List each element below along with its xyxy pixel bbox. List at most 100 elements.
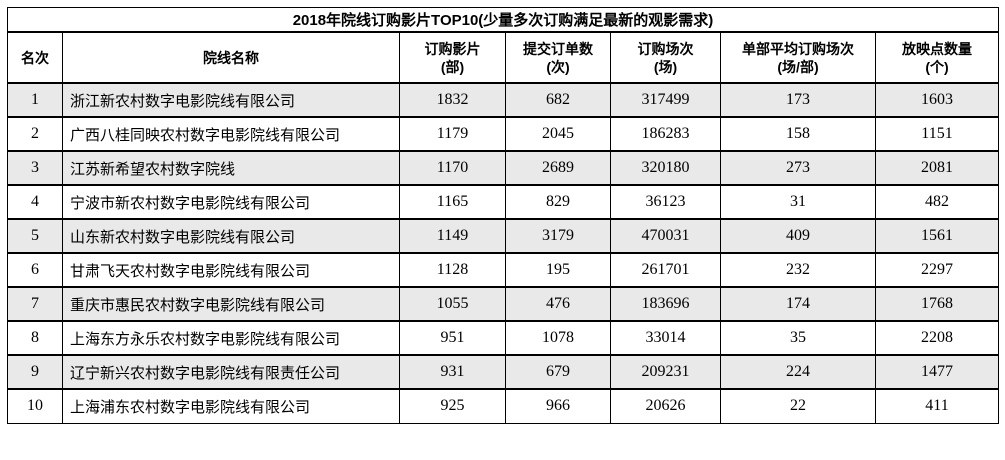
- avg-screenings-per-film-cell: 31: [720, 184, 876, 220]
- chain-name-cell: 浙江新农村数字电影院线有限公司: [62, 82, 400, 118]
- ordered-films-cell: 1179: [399, 116, 506, 152]
- ordered-screenings-cell: 186283: [610, 116, 721, 152]
- table-row: 2 广西八桂同映农村数字电影院线有限公司 1179 2045 186283 15…: [7, 116, 1000, 152]
- ordered-screenings-cell: 317499: [610, 82, 721, 118]
- ordered-films-cell: 925: [399, 388, 506, 424]
- submitted-orders-cell: 966: [505, 388, 611, 424]
- chain-name-cell: 山东新农村数字电影院线有限公司: [62, 218, 400, 254]
- chain-name-cell: 辽宁新兴农村数字电影院线有限责任公司: [62, 354, 400, 390]
- table-row: 8 上海东方永乐农村数字电影院线有限公司 951 1078 33014 35 2…: [7, 320, 1000, 356]
- submitted-orders-cell: 2689: [505, 150, 611, 186]
- column-header-label: 单部平均订购场次: [742, 40, 854, 57]
- ordered-films-cell: 1170: [399, 150, 506, 186]
- table-row: 5 山东新农村数字电影院线有限公司 1149 3179 470031 409 1…: [7, 218, 1000, 254]
- column-header-ordered-films: 订购影片 (部): [399, 31, 506, 84]
- ordered-screenings-cell: 20626: [610, 388, 721, 424]
- rank-cell: 8: [7, 320, 63, 356]
- chain-name-cell: 宁波市新农村数字电影院线有限公司: [62, 184, 400, 220]
- avg-screenings-per-film-cell: 409: [720, 218, 876, 254]
- ordered-films-cell: 951: [399, 320, 506, 356]
- ordered-films-cell: 1165: [399, 184, 506, 220]
- rank-cell: 6: [7, 252, 63, 288]
- table-row: 3 江苏新希望农村数字院线 1170 2689 320180 273 2081: [7, 150, 1000, 186]
- screening-points-cell: 411: [874, 388, 1000, 424]
- submitted-orders-cell: 682: [505, 82, 611, 118]
- rank-cell: 3: [7, 150, 63, 186]
- chain-name-cell: 上海东方永乐农村数字电影院线有限公司: [62, 320, 400, 356]
- ordered-screenings-cell: 261701: [610, 252, 721, 288]
- table-row: 4 宁波市新农村数字电影院线有限公司 1165 829 36123 31 482: [7, 184, 1000, 220]
- submitted-orders-cell: 829: [505, 184, 611, 220]
- rank-cell: 5: [7, 218, 63, 254]
- column-header-ordered-screenings: 订购场次 (场): [610, 31, 721, 84]
- ordered-films-cell: 1832: [399, 82, 506, 118]
- avg-screenings-per-film-cell: 273: [720, 150, 876, 186]
- table-title: 2018年院线订购影片TOP10(少量多次订购满足最新的观影需求): [6, 7, 1000, 33]
- screening-points-cell: 1561: [874, 218, 1000, 254]
- column-header-label: 订购场次: [637, 40, 694, 57]
- table-row: 9 辽宁新兴农村数字电影院线有限责任公司 931 679 209231 224 …: [7, 354, 1000, 390]
- ordered-films-cell: 1055: [399, 286, 506, 322]
- avg-screenings-per-film-cell: 22: [720, 388, 876, 424]
- submitted-orders-cell: 2045: [505, 116, 611, 152]
- column-header-rank: 名次: [7, 31, 63, 84]
- column-header-unit: (场/部): [777, 58, 819, 75]
- column-header-chain-name: 院线名称: [62, 31, 400, 84]
- rank-cell: 4: [7, 184, 63, 220]
- avg-screenings-per-film-cell: 174: [720, 286, 876, 322]
- submitted-orders-cell: 195: [505, 252, 611, 288]
- table-row: 7 重庆市惠民农村数字电影院线有限公司 1055 476 183696 174 …: [7, 286, 1000, 322]
- avg-screenings-per-film-cell: 158: [720, 116, 876, 152]
- chain-name-cell: 江苏新希望农村数字院线: [62, 150, 400, 186]
- ordered-films-cell: 1128: [399, 252, 506, 288]
- column-header-label: 院线名称: [203, 49, 259, 66]
- ordered-screenings-cell: 209231: [610, 354, 721, 390]
- ordered-screenings-cell: 320180: [610, 150, 721, 186]
- ordered-films-cell: 1149: [399, 218, 506, 254]
- column-header-label: 订购影片: [424, 40, 481, 57]
- rank-cell: 2: [7, 116, 63, 152]
- screening-points-cell: 1477: [874, 354, 1000, 390]
- screening-points-cell: 482: [874, 184, 1000, 220]
- column-header-unit: (个): [925, 58, 949, 75]
- ordered-screenings-cell: 470031: [610, 218, 721, 254]
- screening-points-cell: 2208: [874, 320, 1000, 356]
- rank-cell: 1: [7, 82, 63, 118]
- ordered-screenings-cell: 183696: [610, 286, 721, 322]
- screening-points-cell: 2081: [874, 150, 1000, 186]
- screening-points-cell: 1151: [874, 116, 1000, 152]
- column-header-screening-points: 放映点数量 (个): [874, 31, 1000, 84]
- ordered-screenings-cell: 33014: [610, 320, 721, 356]
- chain-name-cell: 上海浦东农村数字电影院线有限公司: [62, 388, 400, 424]
- chain-name-cell: 重庆市惠民农村数字电影院线有限公司: [62, 286, 400, 322]
- column-header-avg-screenings-per-film: 单部平均订购场次 (场/部): [720, 31, 876, 84]
- table-row: 1 浙江新农村数字电影院线有限公司 1832 682 317499 173 16…: [7, 82, 1000, 118]
- table-row: 10 上海浦东农村数字电影院线有限公司 925 966 20626 22 411: [7, 388, 1000, 424]
- submitted-orders-cell: 3179: [505, 218, 611, 254]
- chain-name-cell: 甘肃飞天农村数字电影院线有限公司: [62, 252, 400, 288]
- cinema-chain-top10-table: 2018年院线订购影片TOP10(少量多次订购满足最新的观影需求) 名次 院线名…: [6, 7, 1000, 424]
- table-row: 6 甘肃飞天农村数字电影院线有限公司 1128 195 261701 232 2…: [7, 252, 1000, 288]
- avg-screenings-per-film-cell: 173: [720, 82, 876, 118]
- avg-screenings-per-film-cell: 232: [720, 252, 876, 288]
- submitted-orders-cell: 476: [505, 286, 611, 322]
- column-header-label: 放映点数量: [902, 40, 972, 57]
- ordered-screenings-cell: 36123: [610, 184, 721, 220]
- avg-screenings-per-film-cell: 35: [720, 320, 876, 356]
- submitted-orders-cell: 1078: [505, 320, 611, 356]
- column-header-label: 提交订单数: [523, 40, 593, 57]
- column-header-unit: (场): [653, 58, 678, 75]
- submitted-orders-cell: 679: [505, 354, 611, 390]
- column-header-label: 名次: [21, 49, 49, 66]
- rank-cell: 7: [7, 286, 63, 322]
- screening-points-cell: 1768: [874, 286, 1000, 322]
- chain-name-cell: 广西八桂同映农村数字电影院线有限公司: [62, 116, 400, 152]
- screening-points-cell: 2297: [874, 252, 1000, 288]
- column-header-unit: (部): [440, 58, 465, 75]
- rank-cell: 10: [7, 388, 63, 424]
- table-header-row: 名次 院线名称 订购影片 (部) 提交订单数 (次) 订购场次 (场) 单部平均…: [7, 31, 1000, 84]
- column-header-submitted-orders: 提交订单数 (次): [505, 31, 611, 84]
- column-header-unit: (次): [546, 58, 570, 75]
- avg-screenings-per-film-cell: 224: [720, 354, 876, 390]
